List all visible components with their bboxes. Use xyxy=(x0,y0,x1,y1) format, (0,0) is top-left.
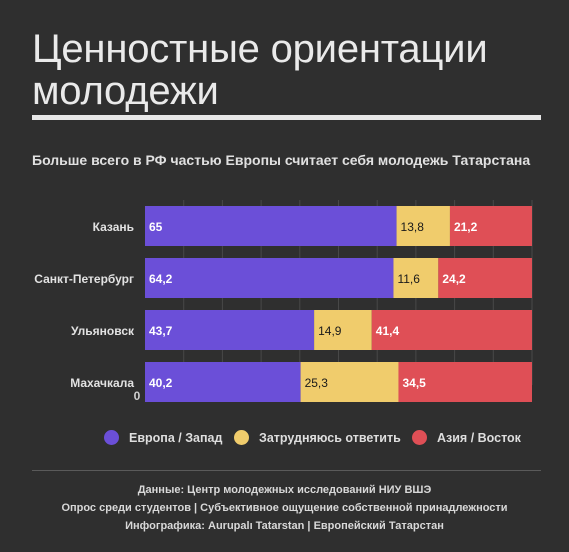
bar-segment xyxy=(449,206,532,246)
legend-label-europe: Европа / Запад xyxy=(129,430,223,445)
x-tick-label: 0 xyxy=(134,389,141,403)
data-label: 25,3 xyxy=(305,376,329,390)
chart-subtitle: Больше всего в РФ частью Европы считает … xyxy=(32,152,531,168)
footer-credits: Инфографика: Aurupalı Tatarstan | Европе… xyxy=(125,520,444,532)
legend-swatch-unsure xyxy=(234,430,249,445)
category-label: Санкт-Петербург xyxy=(34,272,134,286)
title-underline xyxy=(32,115,541,120)
bar-segment xyxy=(145,206,397,246)
legend-item-unsure: Затрудняюсь ответить xyxy=(234,430,401,445)
data-label: 41,4 xyxy=(376,324,400,338)
bar-segment xyxy=(371,310,532,350)
legend-swatch-europe xyxy=(104,430,119,445)
legend-label-unsure: Затрудняюсь ответить xyxy=(259,430,401,445)
title-line-2: молодежи xyxy=(32,69,219,113)
bar-segment xyxy=(145,258,394,298)
title-line-1: Ценностные ориентации xyxy=(32,27,488,71)
data-label: 43,7 xyxy=(149,324,173,338)
legend-swatch-asia xyxy=(412,430,427,445)
chart-legend: Европа / Запад Затрудняюсь ответить Азия… xyxy=(0,430,569,450)
footer-divider xyxy=(32,470,541,471)
legend-item-europe: Европа / Запад xyxy=(104,430,222,445)
data-label: 24,2 xyxy=(442,272,466,286)
data-label: 65 xyxy=(149,220,163,234)
footer-survey: Опрос среди студентов | Субъективное ощу… xyxy=(61,502,508,514)
bar-segment xyxy=(398,362,532,402)
bar-segment xyxy=(145,362,301,402)
data-label: 11,6 xyxy=(397,272,420,286)
legend-label-asia: Азия / Восток xyxy=(437,430,521,445)
legend-item-asia: Азия / Восток xyxy=(412,430,521,445)
category-label: Махачкала xyxy=(70,376,134,390)
data-label: 40,2 xyxy=(149,376,173,390)
data-label: 21,2 xyxy=(454,220,478,234)
category-label: Казань xyxy=(93,220,134,234)
bar-segment xyxy=(393,258,439,298)
bar-segment xyxy=(438,258,532,298)
bar-segment xyxy=(145,310,315,350)
data-label: 13,8 xyxy=(401,220,425,234)
data-label: 34,5 xyxy=(402,376,426,390)
bar-segment xyxy=(396,206,450,246)
data-label: 64,2 xyxy=(149,272,173,286)
footer-source: Данные: Центр молодежных исследований НИ… xyxy=(137,484,432,496)
page-title: Ценностные ориентации молодежи xyxy=(32,27,488,113)
data-label: 14,9 xyxy=(318,324,342,338)
bar-segment xyxy=(314,310,372,350)
bar-segment xyxy=(300,362,399,402)
category-label: Ульяновск xyxy=(71,324,135,338)
